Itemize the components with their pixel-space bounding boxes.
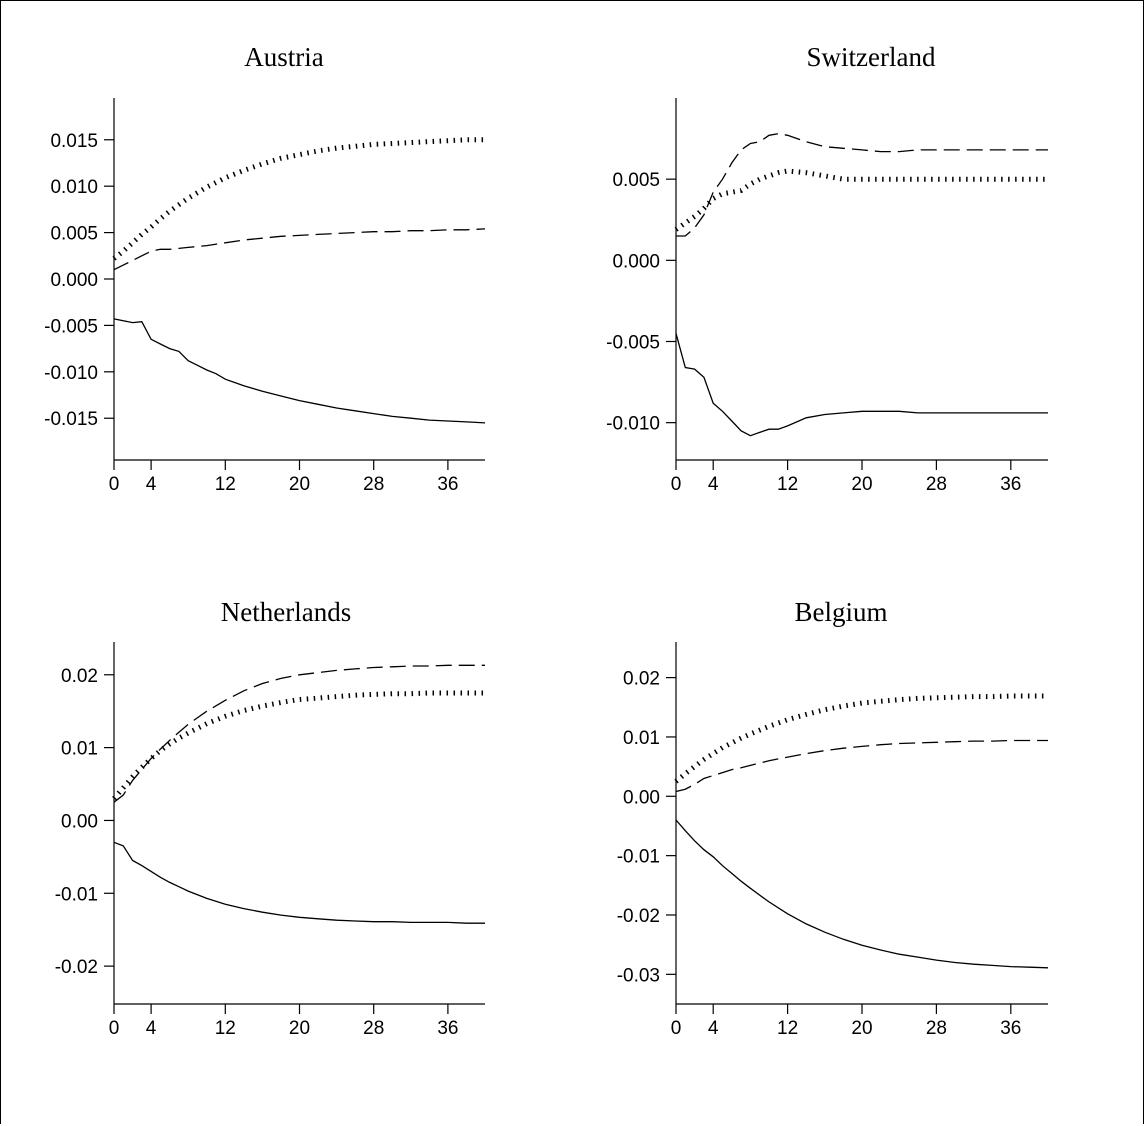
series-line-dotted bbox=[112, 137, 485, 261]
x-tick-label: 12 bbox=[777, 474, 798, 495]
chart-panel-switzerland: Switzerland -0.010 -0.005 0.000 0.005 0 4 12 20 2… bbox=[606, 42, 1048, 495]
x-tick-label: 0 bbox=[671, 474, 682, 495]
y-tick-label: 0.000 bbox=[612, 251, 660, 272]
x-tick-label: 36 bbox=[437, 474, 458, 495]
x-tick-label: 12 bbox=[215, 474, 236, 495]
x-tick-label: 20 bbox=[289, 1018, 310, 1039]
series-line-solid bbox=[113, 841, 485, 924]
x-tick-label: 20 bbox=[851, 1018, 872, 1039]
y-tick-label: 0.01 bbox=[61, 739, 98, 760]
x-tick-label: 36 bbox=[437, 1018, 458, 1039]
y-tick-label: 0.02 bbox=[623, 669, 660, 690]
series-line-dashed bbox=[675, 739, 1048, 793]
y-tick-label: 0.005 bbox=[50, 224, 98, 245]
x-tick-label: 28 bbox=[363, 474, 384, 495]
y-tick-label: 0.005 bbox=[612, 170, 660, 191]
chart-panel-belgium: Belgium -0.03 -0.02 -0.01 0.00 0.01 0.02 0 4 12 20… bbox=[617, 597, 1049, 1039]
y-tick-label: 0.02 bbox=[61, 666, 98, 687]
x-tick-label: 12 bbox=[777, 1018, 798, 1039]
x-tick-label: 0 bbox=[109, 474, 120, 495]
x-tick-label: 36 bbox=[1000, 474, 1021, 495]
chart-title: Austria bbox=[244, 42, 324, 72]
series-line-solid bbox=[675, 333, 1048, 437]
series-line-solid bbox=[675, 819, 1049, 969]
x-tick-label: 36 bbox=[1000, 1018, 1021, 1039]
series-line-dashed bbox=[113, 228, 486, 271]
y-tick-label: 0.000 bbox=[50, 270, 98, 291]
chart-title: Belgium bbox=[795, 597, 888, 627]
y-tick-label: -0.03 bbox=[617, 965, 660, 986]
x-tick-label: 20 bbox=[851, 474, 872, 495]
y-tick-label: -0.010 bbox=[606, 414, 660, 435]
y-tick-label: 0.00 bbox=[623, 787, 660, 808]
series-line-dotted bbox=[674, 693, 1048, 784]
chart-panel-austria: Austria -0.015 -0.010 -0.005 0.000 0.005 0.010… bbox=[44, 42, 486, 495]
y-tick-label: -0.01 bbox=[55, 884, 98, 905]
chart-panel-netherlands: Netherlands -0.02 -0.01 0.00 0.01 0.02 0 4 12 20 2… bbox=[55, 597, 485, 1039]
y-tick-label: 0.010 bbox=[50, 177, 98, 198]
chart-title: Switzerland bbox=[807, 42, 936, 72]
x-tick-label: 4 bbox=[146, 474, 157, 495]
series-line-dashed bbox=[676, 133, 1048, 237]
y-tick-label: -0.01 bbox=[617, 847, 660, 868]
series-line-solid bbox=[113, 318, 486, 424]
series-line-dashed bbox=[113, 664, 485, 803]
y-tick-label: -0.010 bbox=[44, 363, 98, 384]
x-tick-label: 0 bbox=[671, 1018, 682, 1039]
x-tick-label: 20 bbox=[289, 474, 310, 495]
y-tick-label: -0.02 bbox=[617, 906, 660, 927]
y-tick-label: -0.005 bbox=[44, 316, 98, 337]
y-tick-label: 0.015 bbox=[50, 131, 98, 152]
y-tick-label: -0.02 bbox=[55, 957, 98, 978]
x-tick-label: 4 bbox=[708, 1018, 719, 1039]
series-line-dotted bbox=[112, 690, 485, 801]
y-tick-label: 0.00 bbox=[61, 811, 98, 832]
y-tick-label: -0.005 bbox=[606, 332, 660, 353]
x-tick-label: 28 bbox=[926, 1018, 947, 1039]
y-tick-label: -0.015 bbox=[44, 409, 98, 430]
x-tick-label: 4 bbox=[708, 474, 719, 495]
y-tick-label: 0.01 bbox=[623, 728, 660, 749]
series-line-dotted bbox=[674, 168, 1048, 232]
x-tick-label: 4 bbox=[146, 1018, 157, 1039]
chart-title: Netherlands bbox=[221, 597, 351, 627]
x-tick-label: 0 bbox=[109, 1018, 120, 1039]
x-tick-label: 28 bbox=[926, 474, 947, 495]
x-tick-label: 12 bbox=[215, 1018, 236, 1039]
x-tick-label: 28 bbox=[363, 1018, 384, 1039]
